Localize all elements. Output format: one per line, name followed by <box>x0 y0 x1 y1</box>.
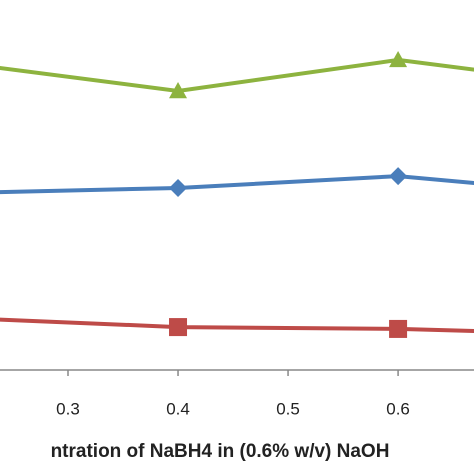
series-line <box>0 174 474 195</box>
marker <box>169 318 188 337</box>
marker <box>389 167 408 186</box>
x-tick-label: 0.5 <box>276 399 300 418</box>
series-line <box>0 57 474 94</box>
marker <box>389 50 408 68</box>
series-line <box>0 317 474 333</box>
x-tick-label: 0.3 <box>56 399 80 418</box>
x-tick-label: 0.6 <box>386 399 410 418</box>
marker <box>389 319 408 338</box>
marker <box>169 178 188 197</box>
x-axis-label: ntration of NaBH4 in (0.6% w/v) NaOH <box>51 441 390 462</box>
marker <box>169 82 188 99</box>
x-tick-label: 0.4 <box>166 399 190 418</box>
plot-area <box>0 50 474 338</box>
